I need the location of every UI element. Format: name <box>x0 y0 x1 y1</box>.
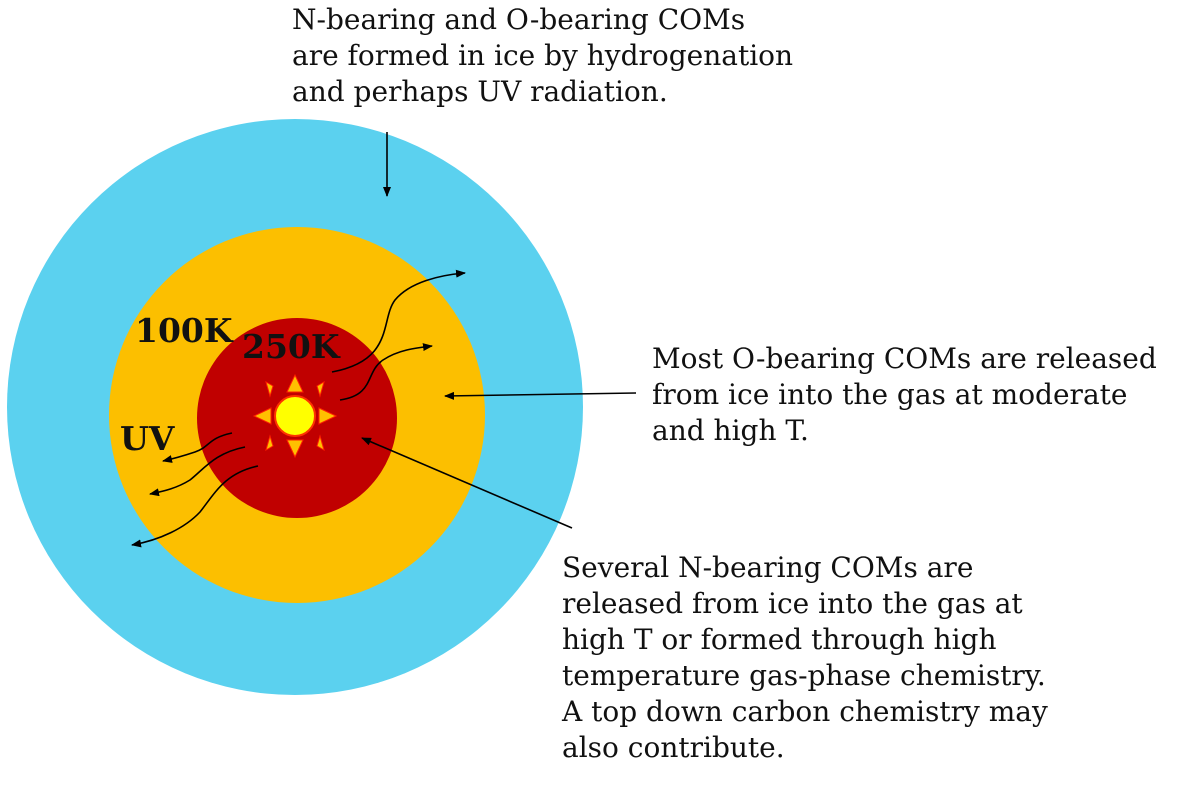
right-caption-arrow <box>444 391 637 400</box>
inner-temp-label: 250K <box>242 327 341 366</box>
sun-core <box>274 395 316 437</box>
bottom-caption: Several N-bearing COMs are released from… <box>562 551 1048 764</box>
outflow-arrow <box>331 269 466 373</box>
bottom-caption-arrow <box>361 437 573 529</box>
outer-temp-label: 100K <box>135 311 234 350</box>
sun-rays <box>252 373 338 459</box>
sun-icon <box>252 373 338 459</box>
outflow-arrow <box>339 343 433 401</box>
outflow-arrows <box>131 269 466 548</box>
outflow-arrow <box>162 432 233 463</box>
top-caption: N-bearing and O-bearing COMs are formed … <box>292 3 794 108</box>
right-caption: Most O-bearing COMs are released from ic… <box>652 342 1157 447</box>
uv-label: UV <box>120 419 176 458</box>
outflow-arrow <box>149 446 246 497</box>
pointer-arrows <box>361 132 637 529</box>
outflow-arrow <box>131 465 259 548</box>
